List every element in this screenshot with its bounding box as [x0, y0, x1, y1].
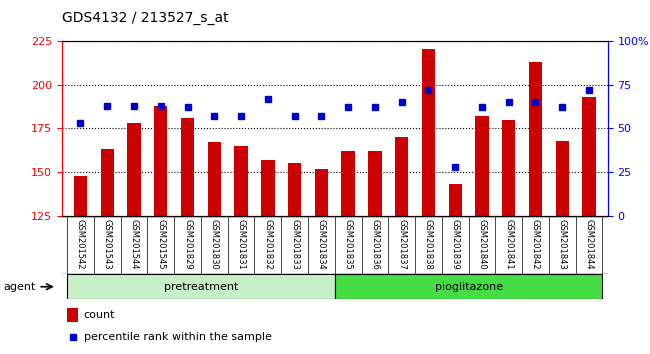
Bar [67, 308, 78, 321]
Text: GSM201831: GSM201831 [237, 219, 246, 270]
Bar [181, 118, 194, 354]
Bar [74, 176, 87, 354]
Text: GSM201844: GSM201844 [584, 219, 593, 269]
Bar [341, 151, 355, 354]
Bar [261, 160, 274, 354]
Text: GSM201832: GSM201832 [263, 219, 272, 270]
FancyBboxPatch shape [335, 274, 603, 299]
Text: GSM201841: GSM201841 [504, 219, 514, 269]
Text: GSM201839: GSM201839 [450, 219, 460, 270]
Bar [207, 142, 221, 354]
Text: GDS4132 / 213527_s_at: GDS4132 / 213527_s_at [62, 11, 228, 25]
Bar [556, 141, 569, 354]
Bar [502, 120, 515, 354]
Bar [475, 116, 489, 354]
Text: GSM201544: GSM201544 [129, 219, 138, 269]
Bar [288, 163, 302, 354]
Text: GSM201829: GSM201829 [183, 219, 192, 269]
Bar [315, 169, 328, 354]
FancyBboxPatch shape [67, 274, 335, 299]
Text: pretreatment: pretreatment [164, 282, 238, 292]
Text: GSM201842: GSM201842 [531, 219, 540, 269]
Bar [368, 151, 382, 354]
Bar [395, 137, 408, 354]
Text: GSM201835: GSM201835 [344, 219, 353, 270]
Text: count: count [84, 310, 115, 320]
Text: GSM201838: GSM201838 [424, 219, 433, 270]
Bar [582, 97, 595, 354]
Text: GSM201545: GSM201545 [156, 219, 165, 269]
Text: GSM201843: GSM201843 [558, 219, 567, 270]
Bar [422, 50, 435, 354]
Bar [448, 184, 462, 354]
Bar [154, 105, 168, 354]
Bar [127, 123, 140, 354]
Text: percentile rank within the sample: percentile rank within the sample [84, 332, 272, 342]
Text: GSM201543: GSM201543 [103, 219, 112, 269]
Text: agent: agent [3, 282, 36, 292]
Text: GSM201542: GSM201542 [76, 219, 85, 269]
Bar [529, 62, 542, 354]
Text: GSM201830: GSM201830 [210, 219, 219, 270]
Text: GSM201836: GSM201836 [370, 219, 380, 270]
Text: GSM201833: GSM201833 [290, 219, 299, 270]
Bar [235, 146, 248, 354]
Text: pioglitazone: pioglitazone [434, 282, 502, 292]
Text: GSM201834: GSM201834 [317, 219, 326, 270]
Text: GSM201837: GSM201837 [397, 219, 406, 270]
Bar [101, 149, 114, 354]
Text: GSM201840: GSM201840 [478, 219, 486, 269]
